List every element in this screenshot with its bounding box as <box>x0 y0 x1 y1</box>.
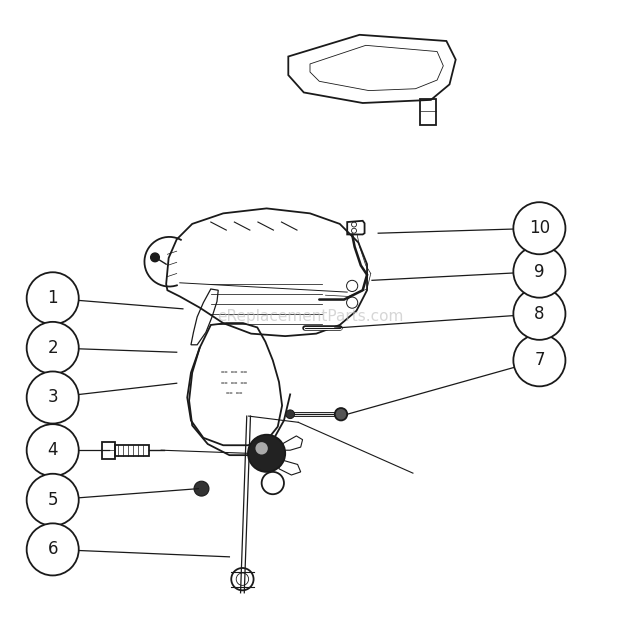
Circle shape <box>27 424 79 476</box>
Text: 3: 3 <box>47 388 58 406</box>
Text: 4: 4 <box>48 441 58 460</box>
Text: eReplacementParts.com: eReplacementParts.com <box>217 309 403 324</box>
Circle shape <box>27 474 79 526</box>
Text: 10: 10 <box>529 220 550 237</box>
Text: 5: 5 <box>48 491 58 509</box>
Bar <box>420 99 436 125</box>
Text: 1: 1 <box>47 289 58 307</box>
Circle shape <box>27 371 79 424</box>
Circle shape <box>151 253 159 262</box>
Circle shape <box>248 435 285 472</box>
Text: == == ==: == == == <box>221 370 247 375</box>
Text: == == ==: == == == <box>221 381 247 386</box>
Circle shape <box>513 246 565 298</box>
Text: 7: 7 <box>534 351 544 369</box>
Text: == ==: == == <box>226 390 242 396</box>
Circle shape <box>513 202 565 254</box>
Text: 2: 2 <box>47 339 58 357</box>
Circle shape <box>27 322 79 374</box>
Circle shape <box>335 408 347 420</box>
Circle shape <box>286 410 294 419</box>
Bar <box>102 442 115 459</box>
Bar <box>115 445 149 456</box>
Circle shape <box>255 442 268 454</box>
Circle shape <box>194 481 209 496</box>
Circle shape <box>27 524 79 575</box>
Circle shape <box>27 272 79 324</box>
Circle shape <box>513 288 565 340</box>
Circle shape <box>262 472 284 494</box>
Circle shape <box>513 334 565 387</box>
Text: 8: 8 <box>534 305 544 323</box>
Text: 9: 9 <box>534 262 544 280</box>
Text: 6: 6 <box>48 540 58 558</box>
